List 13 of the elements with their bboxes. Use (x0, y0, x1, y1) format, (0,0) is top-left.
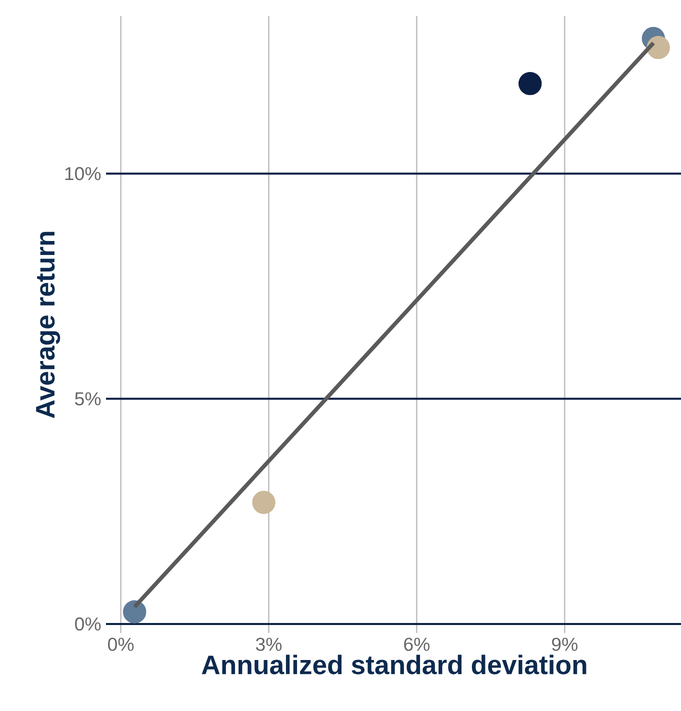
point (646, 36, 670, 60)
y-tick-label: 0% (75, 617, 101, 631)
x-tick-label: 6% (404, 638, 430, 651)
point (252, 490, 276, 514)
y-tick-label: 10% (65, 167, 101, 180)
point (518, 72, 542, 96)
x-tick-label: 9% (552, 638, 578, 651)
x-axis-title: Annualized standard deviation (202, 654, 586, 674)
y-axis-title: Average return (36, 232, 60, 418)
x-tick-label: 3% (256, 638, 282, 651)
x-tick-label: 0% (108, 638, 134, 651)
point (122, 600, 146, 624)
y-tick-label: 5% (75, 392, 101, 406)
